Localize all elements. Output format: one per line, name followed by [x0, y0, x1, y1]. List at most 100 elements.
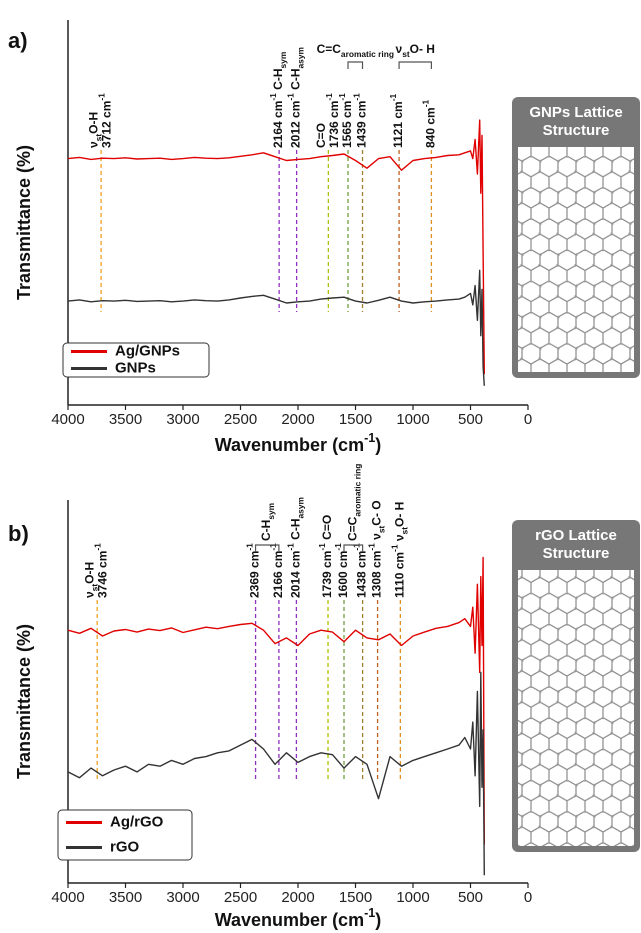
annotation-label: 1439 cm-1	[352, 93, 369, 148]
inset-lattice	[518, 147, 634, 372]
legend-label: rGO	[110, 838, 140, 855]
text-part: 2166 cm	[271, 551, 285, 598]
text-part: asym	[296, 47, 306, 68]
x-tick-label: 1500	[339, 411, 372, 428]
text-part: -1	[286, 93, 296, 101]
annotation-label: C=O	[314, 123, 328, 148]
x-tick-label: 3500	[109, 889, 142, 906]
text-part: 1110 cm	[393, 552, 407, 598]
text-part: 1736 cm	[327, 101, 341, 148]
text-part: 1121 cm	[391, 101, 405, 148]
group-label: C-Hsym	[259, 503, 276, 541]
text-part: ν	[393, 534, 407, 544]
text-part: st	[94, 134, 104, 142]
text-part: C-H	[271, 69, 285, 94]
text-part: 2164 cm	[271, 101, 285, 148]
text-part: 3746 cm	[96, 551, 110, 598]
text-part: 2014 cm	[289, 551, 303, 598]
text-part: st	[90, 584, 100, 592]
y-axis-title: Transmittance (%)	[14, 624, 34, 779]
x-axis-title: Wavenumber (cm-1)	[215, 431, 382, 454]
text-part: )	[375, 435, 381, 455]
text-part: 2369 cm	[248, 551, 262, 598]
annotation-label: 3746 cm-1	[93, 543, 110, 598]
x-tick-label: 2500	[224, 411, 257, 428]
x-tick-label: 2000	[281, 411, 314, 428]
text-part: st	[400, 527, 410, 535]
annotation-label: 1308 cm-1 νstC- O	[367, 500, 387, 598]
text-part: O- H	[410, 42, 435, 56]
text-part: -1	[388, 93, 398, 101]
group-label: C=Caromatic ring	[317, 42, 394, 59]
group-bracket	[343, 544, 364, 552]
inset-title: Structure	[543, 545, 610, 562]
x-tick-label: 3000	[166, 411, 199, 428]
y-axis-title: Transmittance (%)	[14, 145, 34, 300]
x-tick-label: 3500	[109, 411, 142, 428]
series-line	[67, 269, 485, 386]
legend-label: Ag/GNPs	[115, 342, 180, 359]
panel-label: b)	[8, 521, 29, 546]
text-part: -1	[367, 543, 377, 551]
x-tick-label: 4000	[51, 889, 84, 906]
text-part: -1	[324, 93, 334, 101]
x-tick-label: 1000	[396, 411, 429, 428]
text-part: -1	[352, 93, 362, 101]
annotation-label: 2369 cm-1	[245, 543, 262, 598]
text-part: -1	[421, 100, 431, 108]
x-tick-label: 2000	[281, 889, 314, 906]
x-tick-label: 0	[524, 889, 532, 906]
text-part: -1	[364, 431, 375, 445]
text-part: -1	[337, 93, 347, 101]
group-label: C=Caromatic ring	[345, 464, 362, 541]
text-part: -1	[97, 93, 107, 101]
text-part: 1739 cm	[320, 551, 334, 598]
text-part: 1565 cm	[340, 101, 354, 148]
annotation-label: 2012 cm-1 C-Hasym	[286, 47, 306, 148]
text-part: st	[402, 49, 410, 59]
text-part: 3712 cm	[100, 101, 114, 148]
x-tick-label: 500	[458, 889, 483, 906]
inset-title: GNPs Lattice	[529, 104, 622, 121]
text-part: ν	[370, 533, 384, 543]
text-part: -1	[352, 543, 362, 551]
text-part: 1600 cm	[336, 551, 350, 598]
text-part: asym	[296, 497, 306, 518]
text-part: st	[377, 525, 387, 533]
text-part: C=O	[314, 123, 328, 148]
x-tick-label: 500	[458, 411, 483, 428]
text-part: C-H	[259, 520, 273, 541]
series-line	[67, 119, 485, 375]
group-label: νstO- H	[396, 42, 435, 59]
text-part: -1	[245, 543, 255, 551]
annotation-label: νstO-H	[83, 562, 100, 598]
annotation-label: 3712 cm-1	[97, 93, 114, 148]
text-part: C=C	[317, 42, 342, 56]
text-part: -1	[333, 543, 343, 551]
text-part: Wavenumber (cm	[215, 435, 364, 455]
text-part: O- H	[393, 502, 407, 527]
x-tick-label: 3000	[166, 889, 199, 906]
annotation-label: 840 cm-1	[421, 100, 438, 148]
text-part: sym	[266, 503, 276, 520]
text-part: aromatic ring	[353, 464, 363, 517]
legend-label: Ag/rGO	[110, 813, 164, 830]
text-part: )	[375, 910, 381, 930]
x-tick-label: 1500	[339, 889, 372, 906]
inset-lattice	[518, 570, 634, 846]
text-part: C- O	[370, 500, 384, 525]
text-part: 1308 cm	[370, 551, 384, 598]
inset-title: rGO Lattice	[535, 527, 617, 544]
text-part: C-H	[289, 519, 303, 544]
text-part: 2012 cm	[289, 101, 303, 148]
text-part: -1	[93, 543, 103, 551]
text-part: -1	[286, 543, 296, 551]
x-tick-label: 1000	[396, 889, 429, 906]
text-part: -1	[268, 93, 278, 101]
text-part: aromatic ring	[341, 49, 394, 59]
x-tick-label: 4000	[51, 411, 84, 428]
text-part: -1	[364, 906, 375, 920]
text-part: ν	[87, 141, 101, 148]
